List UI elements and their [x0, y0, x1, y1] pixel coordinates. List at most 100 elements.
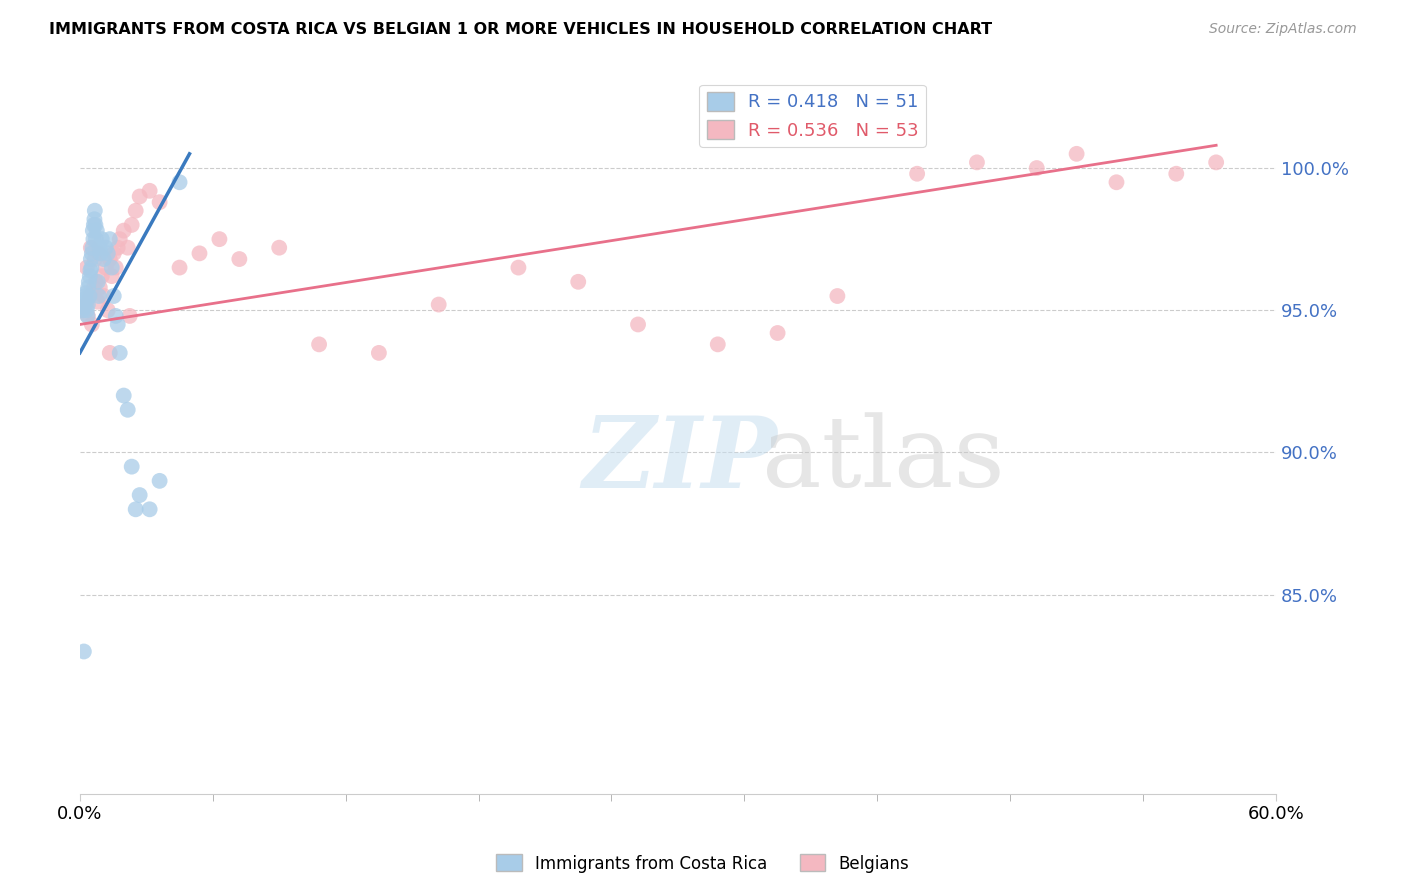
Point	[117, 241, 139, 255]
Point	[76, 260, 98, 275]
Point	[87, 289, 110, 303]
Point	[82, 241, 104, 255]
Point	[94, 241, 117, 255]
Point	[107, 241, 129, 255]
Point	[125, 203, 148, 218]
Point	[966, 155, 988, 169]
Point	[138, 502, 160, 516]
Point	[83, 203, 105, 218]
Point	[188, 246, 211, 260]
Point	[79, 263, 101, 277]
Point	[83, 252, 105, 266]
Point	[82, 224, 104, 238]
Point	[118, 309, 141, 323]
Point	[76, 303, 98, 318]
Legend: Immigrants from Costa Rica, Belgians: Immigrants from Costa Rica, Belgians	[489, 847, 917, 880]
Point	[79, 289, 101, 303]
Point	[86, 224, 108, 238]
Point	[103, 246, 125, 260]
Point	[112, 388, 135, 402]
Text: atlas: atlas	[762, 412, 1004, 508]
Point	[87, 275, 110, 289]
Point	[93, 252, 115, 266]
Point	[87, 246, 110, 260]
Point	[80, 318, 103, 332]
Point	[766, 326, 789, 340]
Point	[84, 218, 107, 232]
Point	[269, 241, 291, 255]
Point	[97, 246, 120, 260]
Point	[76, 309, 98, 323]
Point	[508, 260, 530, 275]
Point	[73, 644, 96, 658]
Point	[100, 269, 122, 284]
Point	[104, 309, 127, 323]
Point	[98, 232, 121, 246]
Point	[169, 175, 191, 189]
Text: ZIP: ZIP	[582, 412, 778, 508]
Point	[104, 260, 127, 275]
Point	[90, 232, 112, 246]
Point	[128, 189, 150, 203]
Point	[905, 167, 928, 181]
Point	[76, 297, 98, 311]
Legend: R = 0.418   N = 51, R = 0.536   N = 53: R = 0.418 N = 51, R = 0.536 N = 53	[699, 85, 927, 147]
Point	[1025, 161, 1047, 175]
Point	[107, 318, 129, 332]
Point	[94, 260, 117, 275]
Point	[827, 289, 849, 303]
Point	[72, 303, 94, 318]
Point	[98, 252, 121, 266]
Point	[1066, 146, 1088, 161]
Point	[1166, 167, 1188, 181]
Point	[98, 346, 121, 360]
Point	[87, 294, 110, 309]
Point	[1205, 155, 1227, 169]
Point	[121, 218, 143, 232]
Point	[75, 292, 97, 306]
Point	[77, 275, 100, 289]
Point	[627, 318, 650, 332]
Text: Source: ZipAtlas.com: Source: ZipAtlas.com	[1209, 22, 1357, 37]
Point	[73, 289, 96, 303]
Point	[228, 252, 250, 266]
Point	[103, 289, 125, 303]
Point	[84, 232, 107, 246]
Point	[73, 301, 96, 315]
Point	[90, 269, 112, 284]
Point	[83, 218, 105, 232]
Point	[117, 402, 139, 417]
Point	[93, 289, 115, 303]
Point	[72, 297, 94, 311]
Text: IMMIGRANTS FROM COSTA RICA VS BELGIAN 1 OR MORE VEHICLES IN HOUSEHOLD CORRELATIO: IMMIGRANTS FROM COSTA RICA VS BELGIAN 1 …	[49, 22, 993, 37]
Point	[79, 269, 101, 284]
Point	[84, 275, 107, 289]
Point	[75, 294, 97, 309]
Point	[1105, 175, 1128, 189]
Point	[108, 346, 131, 360]
Point	[308, 337, 330, 351]
Point	[125, 502, 148, 516]
Point	[90, 246, 112, 260]
Point	[121, 459, 143, 474]
Point	[108, 232, 131, 246]
Point	[76, 309, 98, 323]
Point	[80, 241, 103, 255]
Point	[169, 260, 191, 275]
Point	[82, 232, 104, 246]
Point	[567, 275, 589, 289]
Point	[208, 232, 231, 246]
Point	[112, 224, 135, 238]
Point	[427, 297, 450, 311]
Point	[79, 289, 101, 303]
Point	[77, 280, 100, 294]
Point	[100, 260, 122, 275]
Point	[149, 474, 172, 488]
Point	[97, 303, 120, 318]
Point	[75, 286, 97, 301]
Point	[128, 488, 150, 502]
Point	[89, 280, 111, 294]
Point	[80, 246, 103, 260]
Point	[89, 241, 111, 255]
Point	[80, 260, 103, 275]
